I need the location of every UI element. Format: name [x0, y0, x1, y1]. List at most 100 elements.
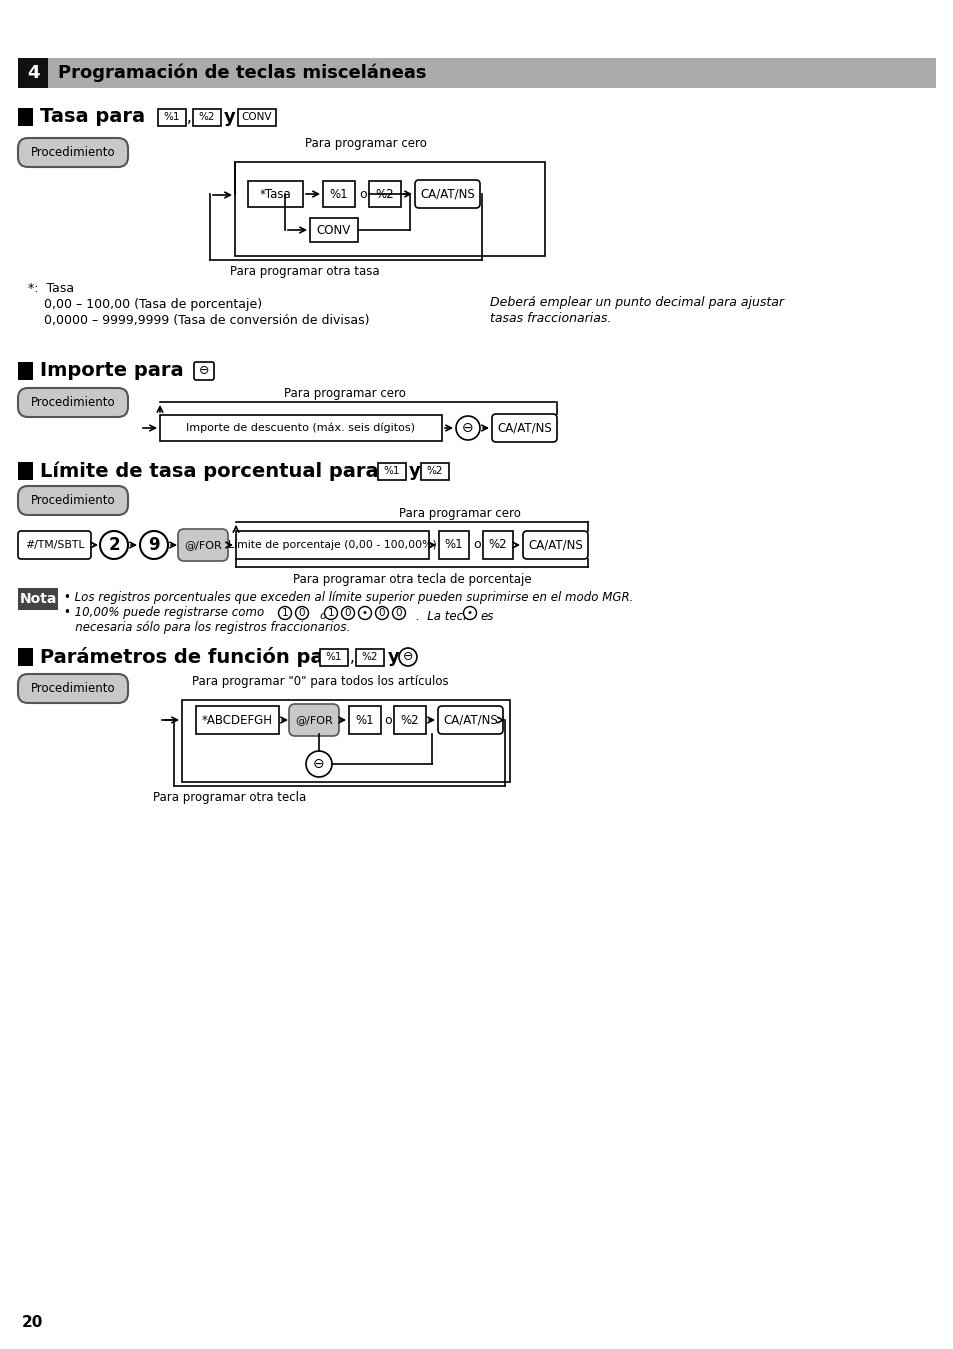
Text: •: •: [361, 608, 368, 618]
Bar: [237, 109, 275, 125]
Text: ⊖: ⊖: [198, 364, 209, 378]
Bar: [394, 706, 426, 734]
Circle shape: [341, 607, 355, 619]
Bar: [248, 181, 303, 206]
Text: %1: %1: [383, 467, 400, 476]
Text: @/FOR: @/FOR: [184, 540, 222, 550]
Text: Importe para: Importe para: [40, 362, 183, 380]
Text: %2: %2: [375, 188, 394, 201]
Text: %2: %2: [400, 714, 419, 727]
Bar: [18, 588, 58, 610]
Text: o: o: [358, 188, 366, 201]
Text: 20: 20: [22, 1315, 43, 1330]
Bar: [18, 58, 48, 88]
Bar: [18, 362, 33, 380]
Text: o: o: [473, 538, 480, 552]
FancyBboxPatch shape: [437, 706, 502, 734]
Circle shape: [398, 648, 416, 666]
FancyBboxPatch shape: [18, 389, 128, 417]
Bar: [377, 463, 406, 480]
Text: Parámetros de función para: Parámetros de función para: [40, 648, 346, 666]
FancyBboxPatch shape: [415, 179, 479, 208]
Text: CA/AT/NS: CA/AT/NS: [419, 188, 475, 201]
Text: %1: %1: [444, 538, 463, 552]
Bar: [369, 181, 400, 206]
Text: 0,0000 – 9999,9999 (Tasa de conversión de divisas): 0,0000 – 9999,9999 (Tasa de conversión d…: [44, 314, 369, 326]
Text: 2: 2: [108, 536, 120, 554]
FancyBboxPatch shape: [289, 704, 338, 737]
Bar: [235, 532, 429, 558]
Text: *:  Tasa: *: Tasa: [28, 282, 74, 295]
Bar: [482, 532, 513, 558]
Text: necesaria sólo para los registros fraccionarios.: necesaria sólo para los registros fracci…: [64, 621, 350, 634]
Circle shape: [463, 607, 476, 619]
Bar: [355, 649, 384, 666]
Circle shape: [392, 607, 405, 619]
Text: ⊖: ⊖: [461, 421, 474, 434]
Circle shape: [306, 751, 332, 777]
Text: CONV: CONV: [241, 112, 272, 123]
Text: tasas fraccionarias.: tasas fraccionarias.: [490, 312, 611, 325]
Bar: [234, 162, 544, 256]
Text: Límite de tasa porcentual para: Límite de tasa porcentual para: [40, 461, 378, 480]
Bar: [420, 463, 449, 480]
Text: %2: %2: [426, 467, 443, 476]
Text: Procedimiento: Procedimiento: [30, 683, 115, 695]
Circle shape: [100, 532, 128, 558]
Text: 0: 0: [395, 608, 402, 618]
Bar: [18, 461, 33, 480]
Bar: [160, 415, 441, 441]
Text: y: y: [224, 108, 235, 125]
Text: ⊖: ⊖: [402, 650, 413, 664]
FancyBboxPatch shape: [492, 414, 557, 442]
Text: Para programar cero: Para programar cero: [398, 507, 520, 521]
Text: •: •: [467, 608, 473, 618]
Text: y: y: [409, 461, 420, 480]
Text: %1: %1: [355, 714, 374, 727]
Bar: [438, 532, 469, 558]
Text: Para programar otra tecla de porcentaje: Para programar otra tecla de porcentaje: [293, 573, 531, 587]
Text: #/TM/SBTL: #/TM/SBTL: [25, 540, 84, 550]
Text: Para programar otra tasa: Para programar otra tasa: [230, 266, 379, 278]
FancyBboxPatch shape: [522, 532, 587, 558]
Text: 1: 1: [281, 608, 288, 618]
Text: .  La tecla: . La tecla: [416, 610, 473, 623]
Circle shape: [456, 415, 479, 440]
Text: Procedimiento: Procedimiento: [30, 494, 115, 507]
Text: Tasa para: Tasa para: [40, 108, 145, 127]
Bar: [18, 108, 33, 125]
FancyBboxPatch shape: [18, 486, 128, 515]
Text: 1: 1: [327, 608, 334, 618]
Text: • 10,00% puede registrarse como: • 10,00% puede registrarse como: [64, 606, 264, 619]
Text: 9: 9: [148, 536, 160, 554]
FancyBboxPatch shape: [18, 674, 128, 703]
Text: Procedimiento: Procedimiento: [30, 146, 115, 159]
Text: CA/AT/NS: CA/AT/NS: [497, 421, 551, 434]
FancyBboxPatch shape: [193, 362, 213, 380]
Text: %1: %1: [325, 653, 342, 662]
FancyBboxPatch shape: [18, 532, 91, 558]
Text: ⊖: ⊖: [313, 757, 324, 772]
Text: 0: 0: [378, 608, 385, 618]
Bar: [193, 109, 221, 125]
Bar: [323, 181, 355, 206]
Text: Para programar cero: Para programar cero: [305, 138, 426, 151]
Text: Para programar "0" para todos los artículos: Para programar "0" para todos los artícu…: [192, 676, 448, 688]
Text: 0: 0: [344, 608, 351, 618]
Circle shape: [324, 607, 337, 619]
Circle shape: [278, 607, 292, 619]
Text: @/FOR: @/FOR: [294, 715, 333, 724]
Bar: [319, 649, 348, 666]
Bar: [158, 109, 186, 125]
Text: o: o: [318, 611, 325, 621]
Bar: [349, 706, 380, 734]
Text: %2: %2: [488, 538, 507, 552]
Bar: [182, 700, 510, 782]
Text: %2: %2: [361, 653, 377, 662]
Text: Para programar cero: Para programar cero: [284, 387, 406, 401]
Text: Deberá emplear un punto decimal para ajustar: Deberá emplear un punto decimal para aju…: [490, 295, 783, 309]
Circle shape: [295, 607, 308, 619]
Text: 4: 4: [27, 63, 39, 82]
Text: CONV: CONV: [316, 224, 351, 236]
Text: Importe de descuento (máx. seis dígitos): Importe de descuento (máx. seis dígitos): [186, 422, 416, 433]
